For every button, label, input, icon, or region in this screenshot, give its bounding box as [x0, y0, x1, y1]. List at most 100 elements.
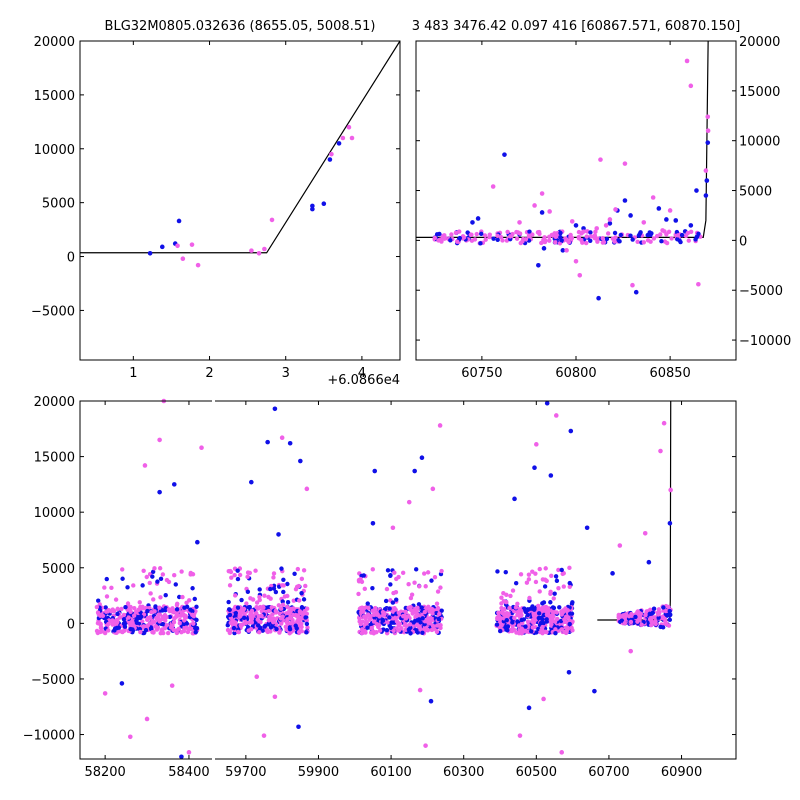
data-point — [276, 603, 282, 608]
y-tick-label: 5000 — [42, 562, 75, 577]
data-point — [656, 607, 662, 612]
data-point — [513, 605, 519, 610]
data-point — [630, 237, 635, 242]
data-point — [407, 622, 413, 627]
data-point — [167, 614, 173, 620]
data-point — [694, 188, 699, 193]
data-point — [490, 184, 496, 189]
data-point — [274, 626, 279, 632]
data-point — [370, 608, 375, 614]
data-point — [371, 619, 377, 624]
data-point — [513, 580, 519, 586]
data-point — [537, 566, 542, 572]
panel-bottom-left-bg — [80, 401, 212, 759]
data-point — [408, 625, 413, 631]
y-tick-label: 0 — [67, 251, 75, 266]
data-point — [140, 583, 145, 588]
data-point — [436, 238, 441, 243]
data-point — [501, 611, 507, 617]
data-point — [254, 600, 260, 605]
data-point — [120, 576, 125, 581]
data-point — [321, 201, 327, 207]
data-point — [503, 624, 508, 630]
data-point — [526, 577, 532, 582]
x-tick-label: 60900 — [661, 765, 702, 780]
data-point — [429, 627, 435, 633]
data-point — [369, 625, 374, 631]
data-point — [596, 295, 601, 301]
data-point — [280, 583, 285, 588]
data-point — [292, 571, 297, 576]
data-point — [293, 623, 298, 628]
data-point — [158, 595, 163, 600]
data-point — [494, 622, 500, 627]
data-point — [145, 615, 151, 621]
data-point — [565, 608, 571, 613]
data-point — [408, 595, 414, 601]
data-point — [588, 234, 594, 239]
data-point — [566, 669, 572, 675]
data-point — [190, 608, 195, 614]
x-tick-label: 4 — [358, 366, 366, 381]
data-point — [94, 604, 100, 610]
data-point — [227, 630, 233, 635]
data-point — [553, 240, 558, 245]
data-point — [584, 525, 590, 531]
data-point — [174, 602, 180, 608]
data-point — [559, 567, 564, 573]
data-point — [327, 157, 333, 162]
data-point — [390, 600, 396, 605]
data-point — [612, 230, 618, 236]
data-point — [523, 237, 529, 242]
data-point — [160, 572, 166, 577]
data-point — [244, 601, 249, 606]
data-point — [553, 574, 559, 579]
data-point — [310, 206, 315, 212]
data-point — [557, 605, 562, 610]
y-tick-label: −5000 — [739, 284, 783, 299]
data-point — [547, 209, 552, 214]
y-tick-label: 20000 — [34, 35, 75, 50]
data-point — [262, 246, 267, 252]
data-point — [110, 618, 115, 623]
data-point — [633, 614, 638, 620]
data-point — [639, 622, 644, 628]
data-point — [647, 617, 653, 622]
data-point — [592, 233, 598, 238]
data-point — [426, 604, 431, 610]
data-point — [517, 733, 523, 738]
data-point — [566, 240, 572, 245]
data-point — [255, 623, 261, 628]
data-point — [549, 232, 555, 238]
data-point — [301, 568, 307, 573]
data-point — [696, 231, 701, 237]
data-point — [304, 606, 310, 611]
data-point — [237, 612, 242, 618]
data-point — [363, 619, 369, 625]
data-point — [96, 598, 101, 603]
data-point — [468, 232, 474, 238]
data-point — [530, 569, 535, 574]
data-point — [551, 605, 557, 611]
data-point — [417, 584, 422, 589]
data-point — [190, 572, 196, 577]
data-point — [684, 58, 690, 64]
data-point — [160, 608, 165, 613]
data-point — [171, 482, 177, 487]
data-point — [703, 168, 709, 173]
data-point — [179, 629, 184, 635]
data-point — [119, 606, 124, 612]
data-point — [390, 525, 396, 531]
data-point — [390, 609, 396, 614]
data-point — [661, 420, 667, 426]
data-point — [560, 248, 566, 253]
data-point — [412, 468, 417, 474]
data-point — [250, 597, 256, 602]
data-point — [148, 591, 153, 596]
data-point — [534, 442, 539, 447]
data-point — [663, 621, 668, 626]
data-point — [641, 240, 647, 245]
data-point — [249, 627, 254, 632]
data-point — [303, 615, 308, 620]
data-point — [385, 620, 390, 625]
